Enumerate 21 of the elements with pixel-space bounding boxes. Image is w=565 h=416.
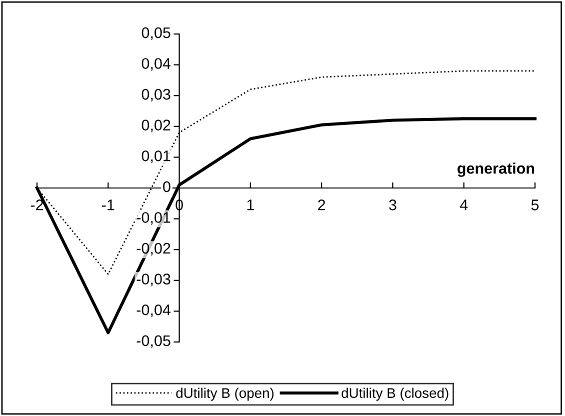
y-tick-label: 0,05: [142, 27, 170, 40]
y-tick-label: 0,01: [142, 150, 170, 164]
y-tick-label: 0,03: [142, 88, 170, 102]
legend-label: dUtility B (open): [176, 388, 274, 401]
x-tick-label: 2: [318, 200, 326, 210]
x-tick-label: -2: [30, 200, 44, 210]
x-tick-label: 4: [460, 200, 468, 210]
y-tick-label: 0,02: [142, 120, 170, 132]
x-tick-label: -1: [102, 200, 114, 210]
x-tick-label: 1: [247, 200, 254, 210]
y-tick-label: -0,02: [136, 242, 170, 256]
y-tick-label: 0: [163, 181, 170, 192]
legend-label: dUtility B (closed): [342, 388, 448, 401]
x-axis-title: generation: [458, 162, 534, 177]
y-tick-label: -0,01: [136, 212, 170, 225]
y-tick-label: -0,03: [136, 274, 170, 286]
y-tick-label: -0,04: [136, 304, 171, 318]
y-tick-label: -0,05: [136, 335, 170, 348]
x-tick-label: 3: [389, 200, 396, 210]
x-tick-label: 5: [531, 200, 539, 210]
y-tick-label: 0,04: [142, 58, 171, 71]
